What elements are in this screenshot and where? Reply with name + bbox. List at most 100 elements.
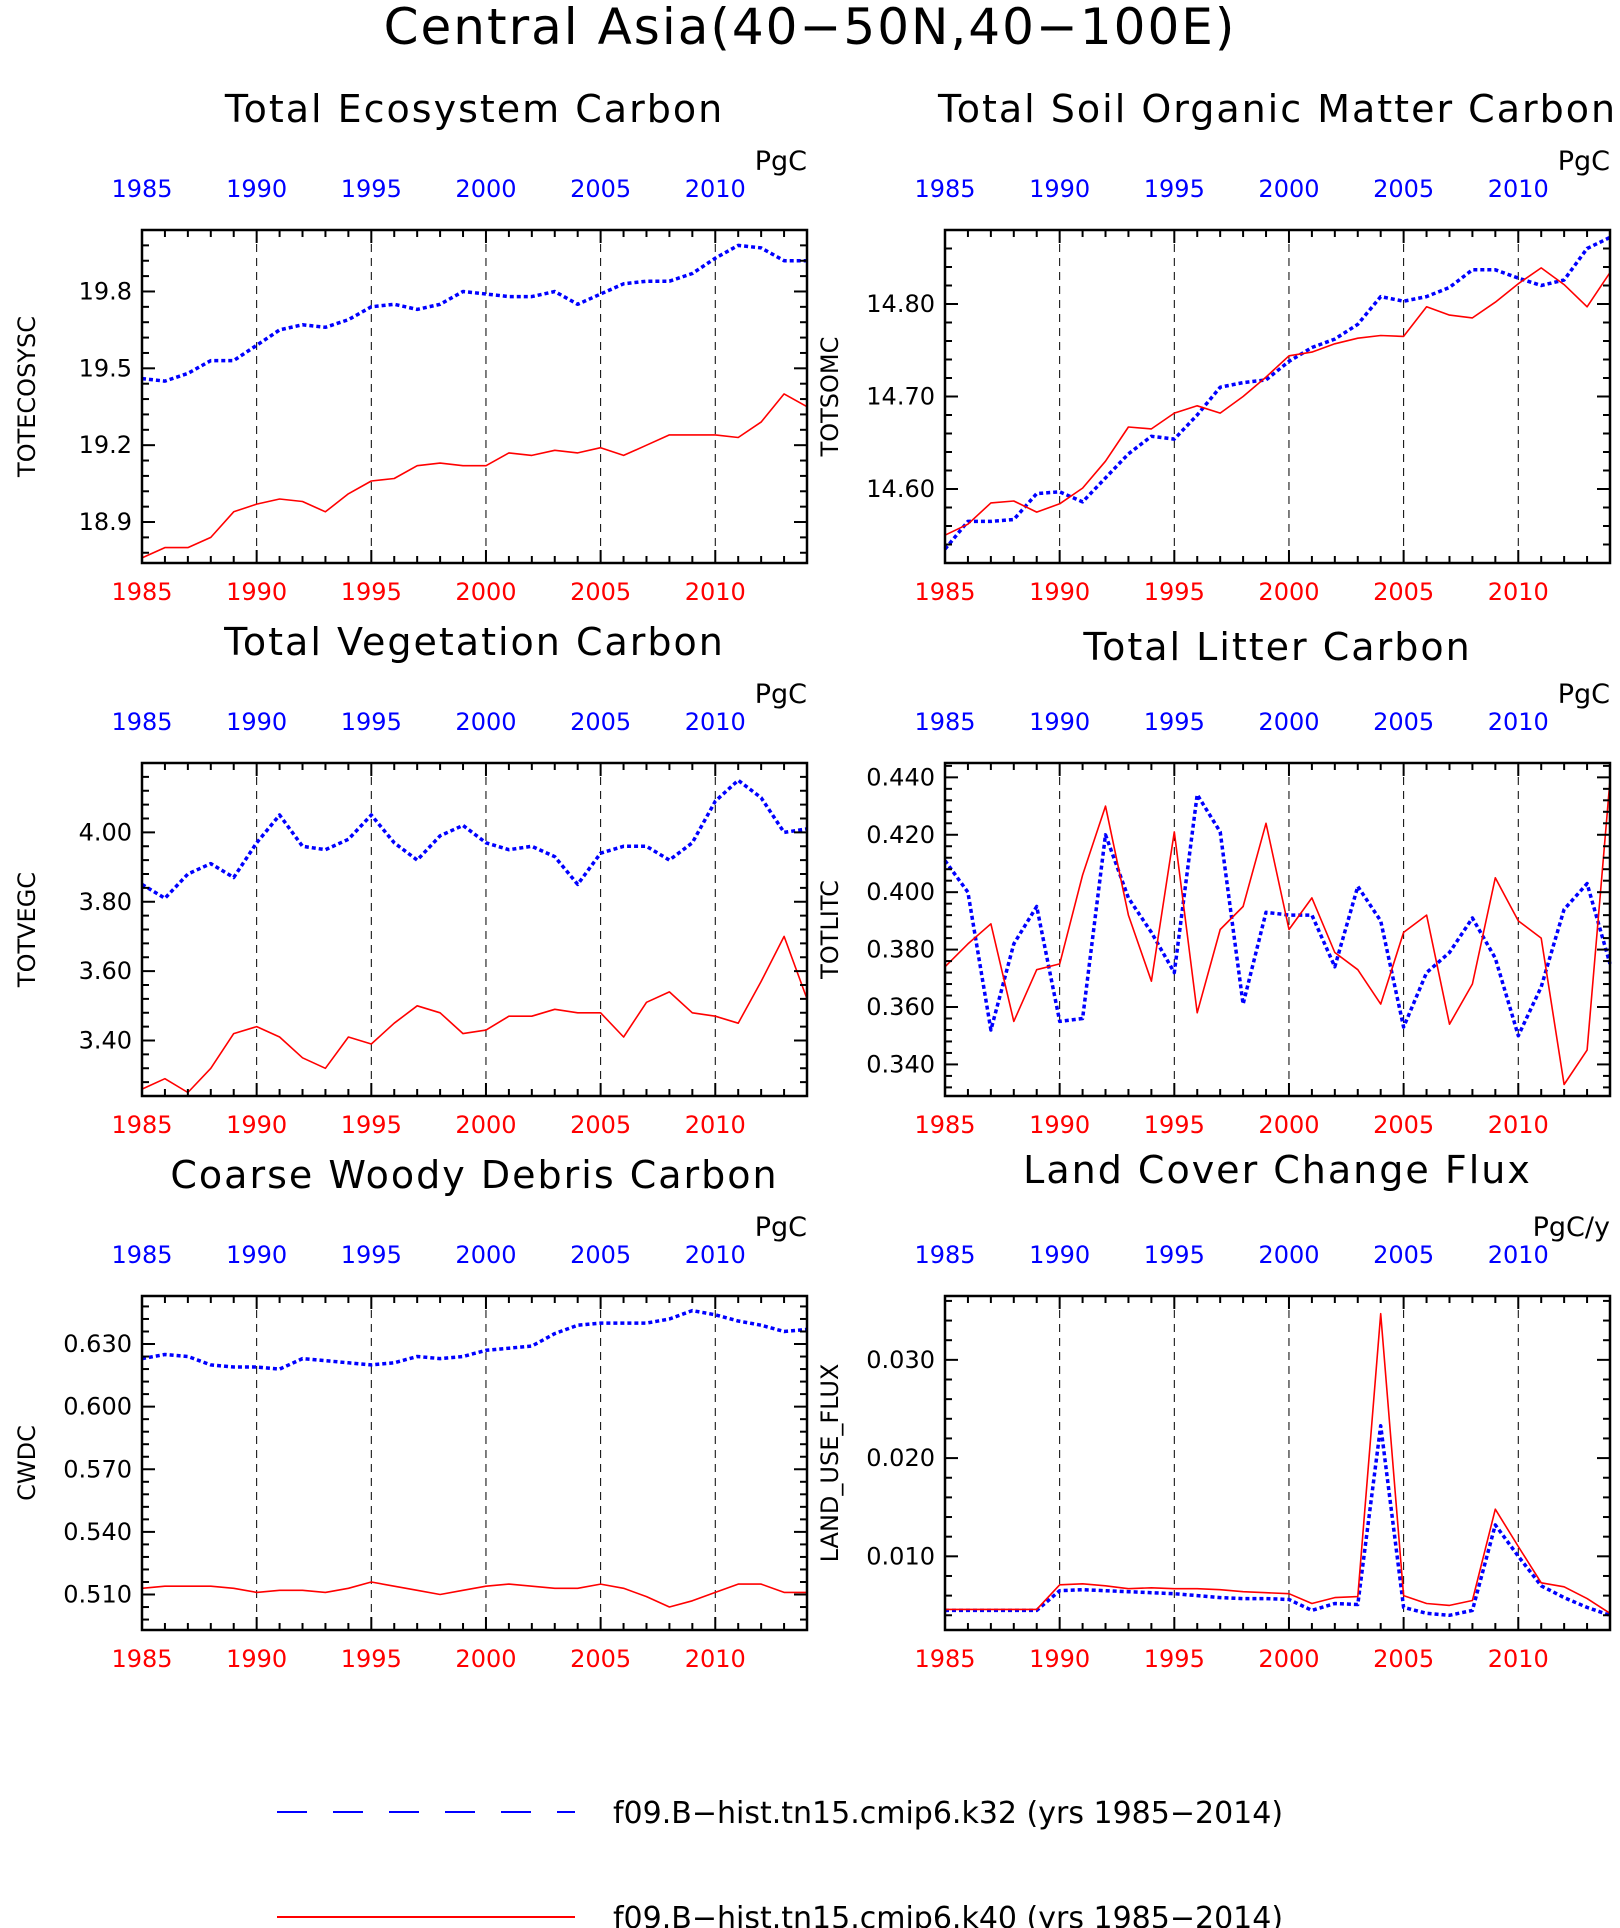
x-tick-label-bottom: 1995 [341, 1111, 402, 1139]
x-tick-label-bottom: 1990 [1029, 1111, 1090, 1139]
y-tick-label: 18.9 [79, 508, 132, 536]
panel-1: Total Ecosystem Carbon PgC 1985 1985 1990 199… [13, 87, 809, 606]
y-tick-label: 0.400 [866, 878, 935, 906]
panel-units: PgC [755, 146, 807, 177]
y-tick-label: 14.60 [866, 475, 935, 503]
x-tick-label-top: 2000 [1258, 1241, 1319, 1269]
x-tick-label-bottom: 1995 [1144, 1645, 1205, 1673]
y-tick-label: 0.540 [63, 1518, 132, 1546]
x-tick-label-bottom: 2005 [570, 1645, 631, 1673]
x-tick-label-bottom: 1995 [341, 578, 402, 606]
x-tick-label-top: 1990 [226, 708, 287, 736]
x-tick-label-bottom: 2010 [685, 1645, 746, 1673]
x-tick-label-top: 2005 [1373, 175, 1434, 203]
x-tick-label-bottom: 2010 [685, 1111, 746, 1139]
x-tick-label-bottom: 1995 [1144, 1111, 1205, 1139]
plot-frame [943, 228, 1612, 565]
x-tick-label-top: 2005 [1373, 1241, 1434, 1269]
x-tick-label-bottom: 2000 [1258, 1645, 1319, 1673]
x-tick-label-top: 2000 [1258, 175, 1319, 203]
x-tick-label-top: 1995 [341, 1241, 402, 1269]
x-tick-label-bottom: 1990 [1029, 578, 1090, 606]
x-tick-label-top: 2010 [685, 1241, 746, 1269]
y-axis-label: CWDC [13, 1425, 41, 1501]
x-tick-label-bottom: 2005 [1373, 1645, 1434, 1673]
x-tick-label-bottom: 2005 [570, 578, 631, 606]
y-tick-label: 0.630 [63, 1330, 132, 1358]
y-axis-label: TOTECOSYSC [13, 316, 41, 478]
panel-title: Total Ecosystem Carbon [224, 87, 724, 131]
y-tick-label: 19.8 [79, 277, 132, 305]
x-tick-label-top: 2005 [570, 1241, 631, 1269]
series-line-k32 [141, 778, 808, 901]
x-tick-label-bottom: 2005 [1373, 1111, 1434, 1139]
x-tick-label-bottom: 2000 [455, 1645, 516, 1673]
x-tick-label-bottom: 1990 [226, 578, 287, 606]
x-tick-label-top: 1995 [1144, 175, 1205, 203]
plot-frame [943, 1294, 1612, 1632]
x-tick-label-bottom: 2010 [1488, 1645, 1549, 1673]
x-tick-label-bottom: 1990 [226, 1111, 287, 1139]
panel-units: PgC [755, 1212, 807, 1243]
series-line-k40 [945, 1312, 1611, 1614]
y-tick-label: 19.2 [79, 431, 132, 459]
y-tick-label: 19.5 [79, 354, 132, 382]
x-tick-label-bottom: 2010 [1488, 578, 1549, 606]
x-tick-label-top: 2005 [1373, 708, 1434, 736]
series-line-k40 [944, 267, 1611, 536]
y-tick-label: 0.440 [866, 763, 935, 791]
x-tick-label-bottom: 2010 [685, 578, 746, 606]
x-tick-label-bottom: 2005 [570, 1111, 631, 1139]
x-tick-label-top: 2010 [685, 708, 746, 736]
y-axis-label: LAND_USE_FLUX [816, 1364, 844, 1563]
y-tick-label: 14.70 [866, 383, 935, 411]
y-tick-label: 0.010 [866, 1542, 935, 1570]
y-tick-label: 0.030 [866, 1346, 935, 1374]
panel-title: Coarse Woody Debris Carbon [170, 1153, 778, 1197]
x-tick-label-bottom: 2000 [455, 1111, 516, 1139]
x-tick-label-bottom: 1990 [226, 1645, 287, 1673]
y-tick-label: 0.570 [63, 1455, 132, 1483]
x-tick-label-top: 2005 [570, 175, 631, 203]
series-line-k40 [944, 780, 1611, 1086]
x-tick-label-top: 1985 [111, 1241, 172, 1269]
panel-title: Land Cover Change Flux [1023, 1148, 1532, 1192]
x-tick-label-top: 2010 [1488, 1241, 1549, 1269]
x-tick-label-top: 1985 [111, 175, 172, 203]
panel-4: Total Litter Carbon PgC 1985 1985 1990 1990 19… [816, 625, 1612, 1139]
x-tick-label-top: 2010 [1488, 708, 1549, 736]
x-tick-label-top: 1985 [914, 708, 975, 736]
series-line-k32 [943, 235, 1611, 551]
x-tick-label-bottom: 1985 [914, 578, 975, 606]
x-tick-label-bottom: 1985 [914, 1111, 975, 1139]
series-line-k40 [141, 935, 808, 1094]
panel-units: PgC [755, 679, 807, 710]
x-tick-label-bottom: 1990 [1029, 1645, 1090, 1673]
panel-title: Total Soil Organic Matter Carbon [937, 87, 1617, 131]
x-tick-label-bottom: 2005 [1373, 578, 1434, 606]
series-line-k32 [943, 792, 1612, 1038]
series-line-k32 [141, 1308, 808, 1371]
figure-title: Central Asia(40−50N,40−100E) [384, 0, 1237, 56]
plot-frame [943, 761, 1612, 1098]
panel-5: Coarse Woody Debris Carbon PgC 1985 1985 199… [13, 1153, 809, 1673]
x-tick-label-top: 2000 [455, 708, 516, 736]
x-tick-label-bottom: 2000 [1258, 578, 1319, 606]
x-tick-label-top: 1990 [1029, 1241, 1090, 1269]
x-tick-label-top: 2000 [1258, 708, 1319, 736]
legend-label: f09.B−hist.tn15.cmip6.k40 (yrs 1985−2014… [613, 1901, 1283, 1928]
x-tick-label-bottom: 1985 [914, 1645, 975, 1673]
x-tick-label-top: 2000 [455, 1241, 516, 1269]
panel-units: PgC/y [1533, 1212, 1610, 1243]
y-axis-label: TOTVEGC [13, 872, 41, 988]
x-tick-label-top: 1995 [341, 175, 402, 203]
x-tick-label-bottom: 1985 [111, 578, 172, 606]
y-tick-label: 0.020 [866, 1444, 935, 1472]
panel-units: PgC [1558, 146, 1610, 177]
x-tick-label-top: 1985 [914, 175, 975, 203]
x-tick-label-top: 2010 [1488, 175, 1549, 203]
x-tick-label-top: 1995 [1144, 1241, 1205, 1269]
y-tick-label: 4.00 [79, 818, 132, 846]
